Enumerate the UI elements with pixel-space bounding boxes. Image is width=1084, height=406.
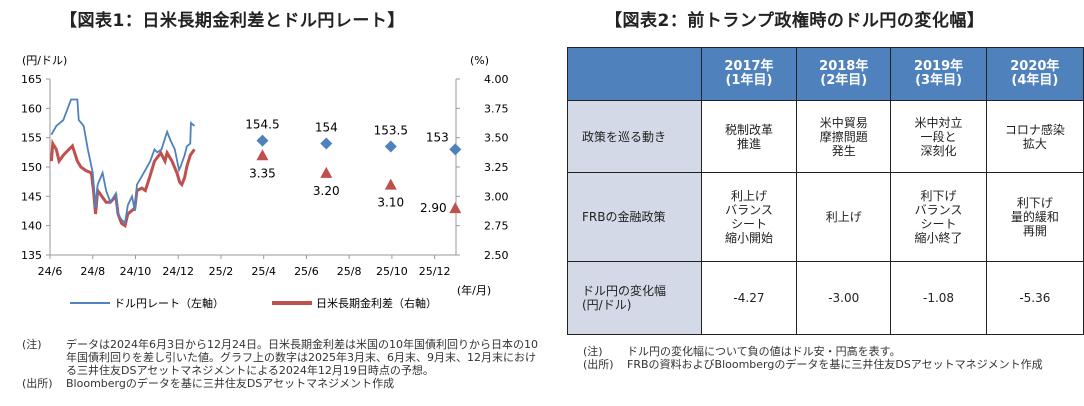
usdjpy-spread-chart: 135 140 145 150 155 160 165 2.50 2.75 3.00 3.25 3.5… <box>21 54 509 310</box>
table-cell: 米中対立 一段と 深刻化 <box>890 100 987 173</box>
right-tick-label: 3.50 <box>484 132 509 145</box>
row-label: 政策を巡る動き <box>567 100 702 173</box>
trump-era-table: 2017年 (1年目) 2018年 (2年目) 2019年 (3年目) 2020年 (… <box>567 47 1084 335</box>
x-tick-label: 25/2 <box>209 265 234 278</box>
spread-forecast-label: 3.35 <box>249 166 276 180</box>
spread-forecast-marker <box>449 202 462 214</box>
x-tick-label: 25/8 <box>337 265 362 278</box>
left-tick-label: 150 <box>21 161 42 174</box>
usdjpy-forecast-label: 153.5 <box>374 123 408 137</box>
usdjpy-forecast-marker <box>449 143 462 156</box>
spread-forecast-marker <box>320 166 333 178</box>
x-tick-label: 24/12 <box>162 265 194 278</box>
usdjpy-forecast-label: 153 <box>426 130 449 144</box>
table-row: 政策を巡る動き 税制改革 推進 米中貿易 摩擦問題 発生 米中対立 一段と 深刻化 コロ… <box>567 100 1084 173</box>
left-tick-label: 160 <box>21 102 42 115</box>
table-cell: 利下げ バランス シート 縮小終了 <box>890 172 987 262</box>
right-tick-label: 3.75 <box>484 102 509 115</box>
right-tick-label: 4.00 <box>484 73 509 86</box>
spread-line <box>49 138 196 229</box>
x-tick-label: 25/6 <box>294 265 319 278</box>
note-row: (出所) Bloombergのデータを基に三井住友DSアセットマネジメント作成 <box>22 377 542 390</box>
note-text: Bloombergのデータを基に三井住友DSアセットマネジメント作成 <box>66 377 395 390</box>
x-axis-label: (年/月) <box>457 283 491 297</box>
table-header: 2017年 (1年目) <box>700 47 798 101</box>
right-tick-label: 2.50 <box>484 249 509 262</box>
table-header: 2019年 (3年目) <box>890 47 987 101</box>
table-cell: -1.08 <box>890 261 987 335</box>
x-tick-label: 24/6 <box>38 265 63 278</box>
table-title: 【図表2：前トランプ政権時のドル円の変化幅】 <box>605 11 985 31</box>
usdjpy-forecast-label: 154.5 <box>245 118 279 132</box>
x-tick-label: 25/10 <box>376 265 408 278</box>
table-cell: 米中貿易 摩擦問題 発生 <box>796 100 892 173</box>
usdjpy-forecast-marker <box>256 134 269 147</box>
note-text: データは2024年6月3日から12月24日。日米長期金利差は米国の10年国債利回… <box>66 338 538 377</box>
row-label: FRBの金融政策 <box>567 172 702 262</box>
note-row: (注) ドル円の変化幅について負の値はドル安・円高を表す。 <box>583 345 1083 358</box>
x-tick-label: 25/12 <box>419 265 451 278</box>
table-cell: -5.36 <box>985 261 1084 335</box>
usdjpy-forecast-marker <box>320 137 333 150</box>
x-tick-label: 24/8 <box>80 265 105 278</box>
table-header: 2020年 (4年目) <box>985 47 1084 101</box>
table-header <box>567 47 702 101</box>
note-row: (出所) FRBの資料およびBloombergのデータを基に三井住友DSアセットマ… <box>583 358 1083 371</box>
table-row: ドル円の変化幅 (円/ドル) -4.27 -3.00 -1.08 -5.36 <box>567 261 1084 335</box>
usdjpy-forecast-marker <box>384 140 397 153</box>
table-notes: (注) ドル円の変化幅について負の値はドル安・円高を表す。 (出所) FRBの資料およ… <box>583 345 1083 371</box>
table-cell: 利上げ バランス シート 縮小開始 <box>700 172 798 262</box>
table-cell: -4.27 <box>700 261 798 335</box>
left-tick-label: 145 <box>21 190 42 203</box>
usdjpy-line <box>50 98 196 225</box>
spread-forecast-label: 3.20 <box>313 184 340 198</box>
note-text: ドル円の変化幅について負の値はドル安・円高を表す。 <box>627 345 901 358</box>
note-key: (注) <box>583 345 603 358</box>
left-tick-label: 135 <box>21 249 42 262</box>
right-axis-label: (%) <box>470 54 489 67</box>
usdjpy-forecast-label: 154 <box>315 121 338 135</box>
note-text: FRBの資料およびBloombergのデータを基に三井住友DSアセットマネジメン… <box>627 358 1043 371</box>
legend-spread-label: 日米長期金利差（右軸） <box>316 296 437 310</box>
x-tick-label: 25/4 <box>251 265 276 278</box>
left-tick-label: 165 <box>21 73 42 86</box>
chart-title: 【図表1：日米長期金利差とドル円レート】 <box>60 11 405 31</box>
table-cell: 利上げ <box>796 172 892 262</box>
note-key: (注) <box>22 338 42 351</box>
row-label: ドル円の変化幅 (円/ドル) <box>567 261 702 335</box>
table-cell: コロナ感染 拡大 <box>985 100 1084 173</box>
note-row: (注) データは2024年6月3日から12月24日。日米長期金利差は米国の10年国… <box>22 338 542 377</box>
left-tick-label: 155 <box>21 132 42 145</box>
left-axis-label: (円/ドル) <box>22 54 67 67</box>
right-tick-label: 3.00 <box>484 190 509 203</box>
table-cell: 税制改革 推進 <box>700 100 798 173</box>
chart-notes: (注) データは2024年6月3日から12月24日。日米長期金利差は米国の10年国… <box>22 338 542 390</box>
spread-forecast-marker <box>256 149 269 161</box>
right-tick-label: 3.25 <box>484 161 509 174</box>
table-row: FRBの金融政策 利上げ バランス シート 縮小開始 利上げ 利下げ バランス シート… <box>567 172 1084 262</box>
spread-forecast-marker <box>384 178 397 190</box>
table-header: 2018年 (2年目) <box>796 47 892 101</box>
left-tick-label: 140 <box>21 220 42 233</box>
right-tick-label: 2.75 <box>484 220 509 233</box>
note-key: (出所) <box>583 358 614 371</box>
table-cell: 利下げ 量的緩和 再開 <box>985 172 1084 262</box>
x-tick-label: 24/10 <box>120 265 152 278</box>
spread-forecast-label: 3.10 <box>377 196 404 210</box>
note-key: (出所) <box>22 377 53 390</box>
legend-usdjpy-label: ドル円レート（左軸） <box>114 296 224 310</box>
table-cell: -3.00 <box>796 261 892 335</box>
spread-forecast-label: 2.90 <box>420 201 447 215</box>
